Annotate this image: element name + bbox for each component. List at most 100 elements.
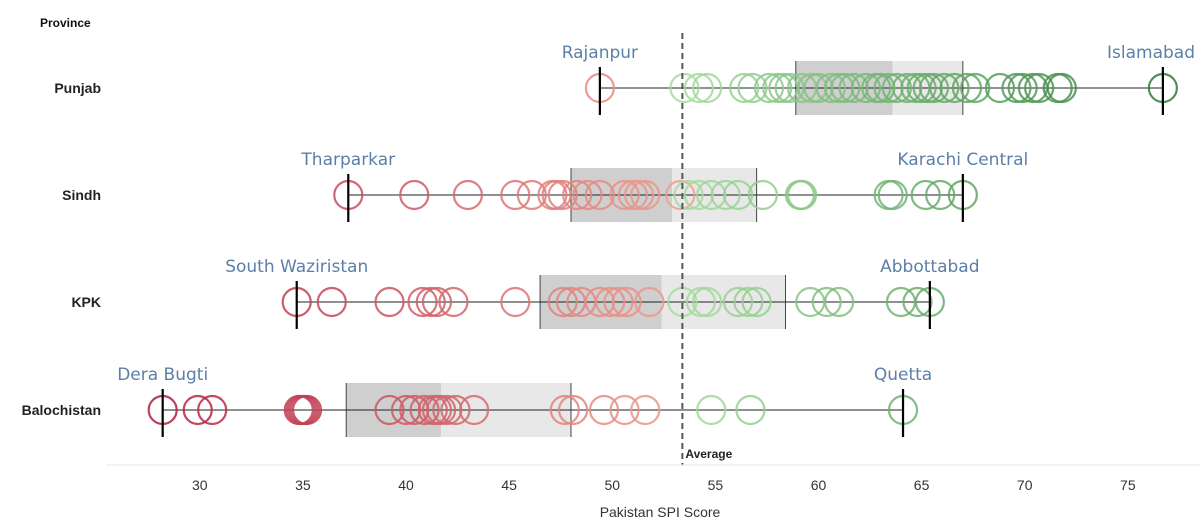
- annotation-punjab-0: Rajanpur: [562, 43, 638, 63]
- point-kpk-2: [374, 286, 405, 318]
- average-reference: Average: [681, 33, 733, 465]
- point-punjab-19: [865, 72, 896, 104]
- point-balochistan-23: [696, 394, 727, 426]
- point-punjab-29: [951, 72, 983, 104]
- point-sindh-20: [722, 179, 754, 211]
- row-labels: Punjab Sindh KPK Balochistan: [22, 80, 101, 418]
- point-kpk-14: [611, 286, 642, 318]
- point-punjab-30: [960, 72, 991, 104]
- point-sindh-6: [541, 179, 572, 211]
- point-kpk-8: [547, 286, 578, 318]
- point-punjab-6: [753, 72, 785, 104]
- x-tick-label-40: 40: [398, 477, 414, 493]
- x-tick-label-60: 60: [811, 477, 827, 493]
- point-kpk-6: [438, 286, 469, 318]
- point-sindh-21: [747, 179, 778, 211]
- point-balochistan-19: [557, 394, 589, 426]
- row-label-balochistan: Balochistan: [22, 402, 101, 418]
- point-kpk-18: [692, 286, 723, 318]
- point-punjab-28: [939, 72, 970, 104]
- point-sindh-18: [696, 179, 727, 211]
- point-punjab-32: [1001, 72, 1032, 104]
- iqr-bands: [345, 61, 964, 437]
- point-punjab-5: [737, 72, 768, 104]
- point-kpk-20: [733, 286, 764, 318]
- point-balochistan-9: [390, 394, 422, 426]
- point-balochistan-14: [425, 394, 457, 426]
- annotation-sindh-1: Karachi Central: [897, 150, 1028, 170]
- point-balochistan-22: [630, 394, 661, 426]
- x-axis-title: Pakistan SPI Score: [600, 504, 721, 520]
- point-sindh-23: [786, 179, 818, 211]
- x-tick-label-45: 45: [501, 477, 517, 493]
- point-punjab-26: [918, 72, 950, 104]
- point-kpk-13: [603, 286, 634, 318]
- point-kpk-1: [316, 286, 347, 318]
- point-sindh-12: [617, 179, 648, 211]
- point-balochistan-18: [549, 394, 580, 426]
- x-tick-label-65: 65: [914, 477, 930, 493]
- point-punjab-27: [929, 72, 960, 104]
- point-sindh-9: [572, 179, 603, 211]
- point-punjab-2: [683, 72, 714, 104]
- annotation-kpk-1: Abbottabad: [880, 257, 979, 277]
- point-sindh-8: [562, 179, 593, 211]
- point-punjab-25: [912, 72, 943, 104]
- row-label-sindh: Sindh: [62, 187, 101, 203]
- x-tick-label-35: 35: [295, 477, 311, 493]
- point-kpk-17: [685, 286, 717, 318]
- point-punjab-20: [873, 72, 904, 104]
- point-kpk-12: [595, 286, 626, 318]
- point-punjab-35: [1024, 72, 1055, 104]
- point-kpk-24: [824, 286, 855, 318]
- point-punjab-21: [881, 72, 912, 104]
- range-lines: [162, 87, 1163, 411]
- annotation-punjab-1: Islamabad: [1107, 43, 1195, 63]
- point-sindh-3: [500, 179, 531, 211]
- annotations: Rajanpur Islamabad Tharparkar Karachi Centr…: [117, 43, 1195, 385]
- x-tick-label-55: 55: [708, 477, 724, 493]
- point-balochistan-16: [440, 394, 471, 426]
- point-punjab-13: [815, 72, 846, 104]
- point-kpk-4: [415, 286, 446, 318]
- point-kpk-19: [722, 286, 754, 318]
- point-punjab-11: [797, 72, 828, 104]
- point-punjab-33: [1007, 72, 1038, 104]
- row-label-kpk: KPK: [71, 294, 101, 310]
- point-sindh-14: [630, 179, 661, 211]
- annotation-kpk-0: South Waziristan: [225, 257, 368, 277]
- point-punjab-12: [803, 72, 834, 104]
- point-balochistan-17: [458, 394, 490, 426]
- point-balochistan-20: [588, 394, 620, 426]
- header-group: Province: [40, 16, 91, 30]
- point-kpk-7: [500, 286, 531, 318]
- point-punjab-7: [762, 72, 793, 104]
- point-punjab-37: [1046, 72, 1077, 104]
- x-tick-label-50: 50: [604, 477, 620, 493]
- point-balochistan-8: [374, 394, 405, 426]
- point-sindh-10: [584, 179, 615, 211]
- point-kpk-23: [811, 286, 842, 318]
- point-balochistan-24: [735, 394, 766, 426]
- point-sindh-11: [609, 179, 640, 211]
- point-sindh-7: [547, 179, 578, 211]
- point-balochistan-11: [409, 394, 440, 426]
- x-tick-label-75: 75: [1120, 477, 1136, 493]
- point-balochistan-21: [609, 394, 640, 426]
- x-tick-label-70: 70: [1017, 477, 1033, 493]
- point-kpk-11: [584, 286, 615, 318]
- point-kpk-26: [902, 286, 933, 318]
- point-punjab-15: [830, 72, 861, 104]
- point-balochistan-15: [432, 394, 463, 426]
- point-balochistan-1: [182, 394, 213, 426]
- x-tick-label-30: 30: [192, 477, 208, 493]
- point-sindh-4: [516, 179, 547, 211]
- point-punjab-14: [824, 72, 855, 104]
- data-points: [147, 72, 1178, 426]
- point-punjab-17: [850, 72, 882, 104]
- point-punjab-3: [692, 72, 723, 104]
- point-punjab-24: [906, 72, 937, 104]
- average-label: Average: [685, 447, 732, 461]
